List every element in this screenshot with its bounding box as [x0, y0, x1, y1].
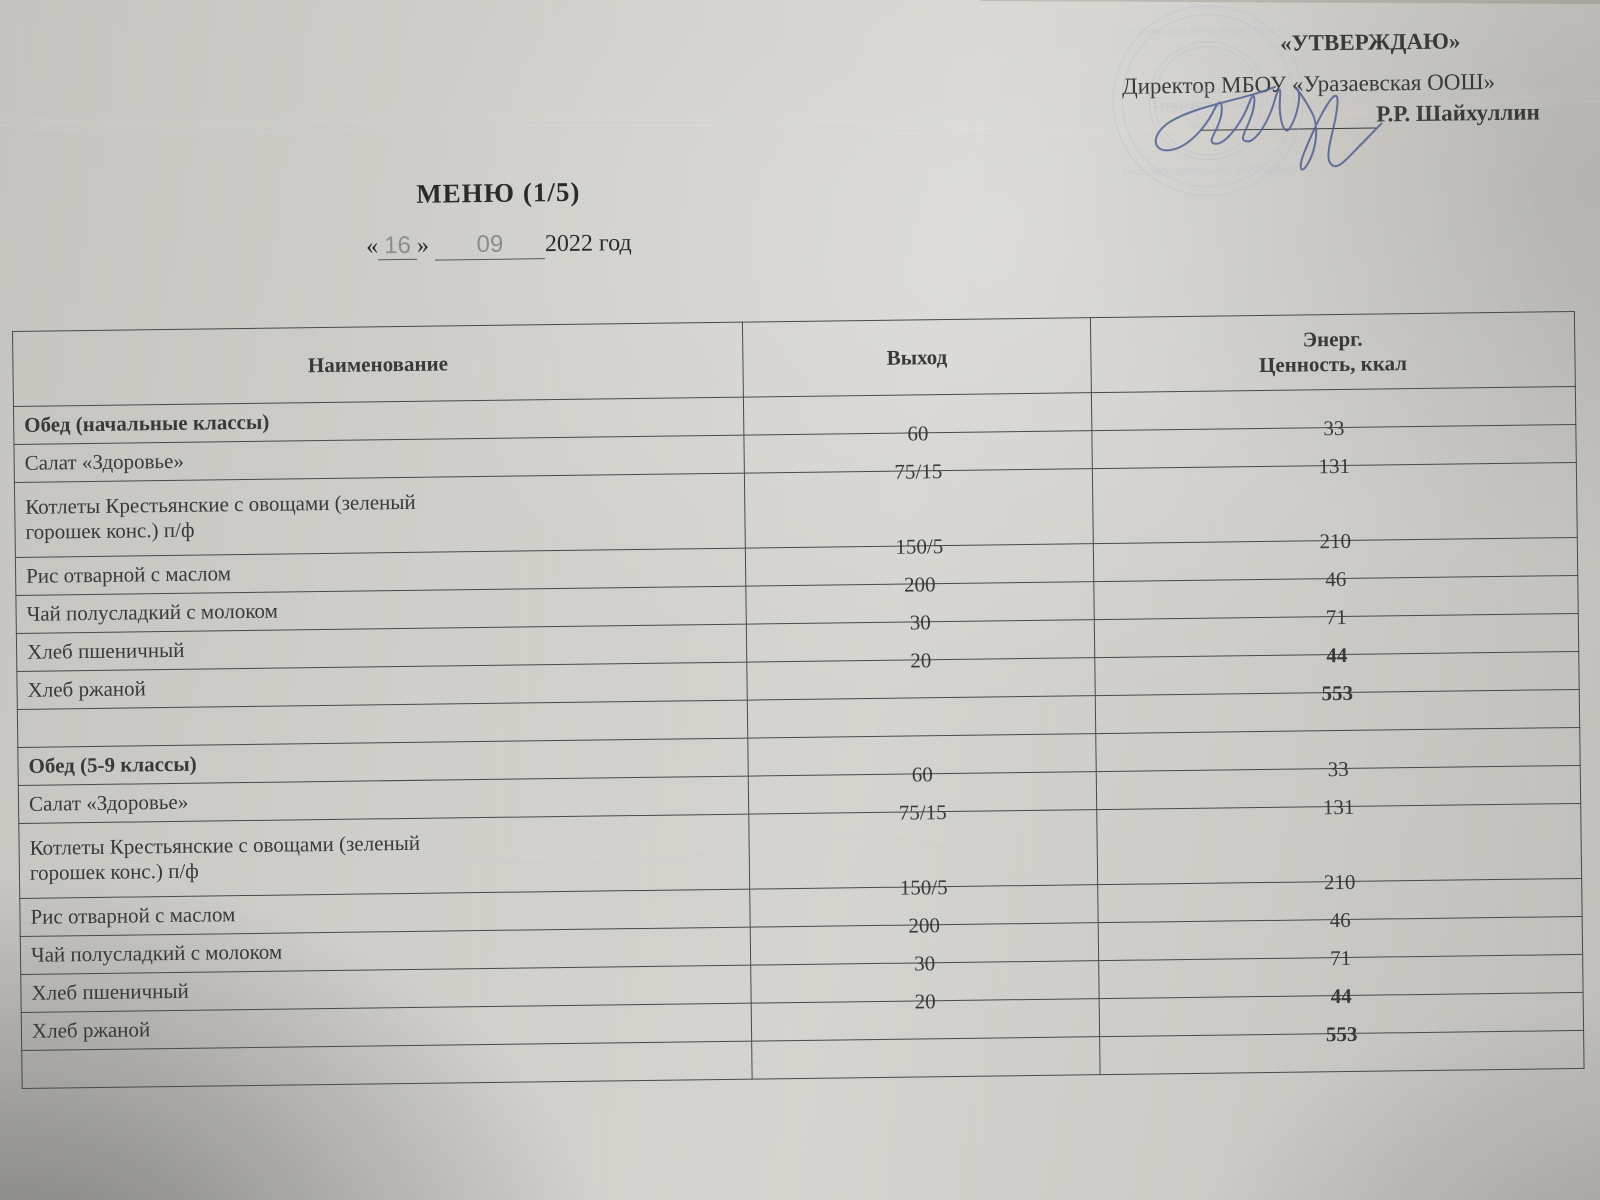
svg-text:* МУНИЦИПАЛЬНОЕ БЮДЖЕТНОЕ *: * МУНИЦИПАЛЬНОЕ БЮДЖЕТНОЕ * [1133, 25, 1283, 37]
